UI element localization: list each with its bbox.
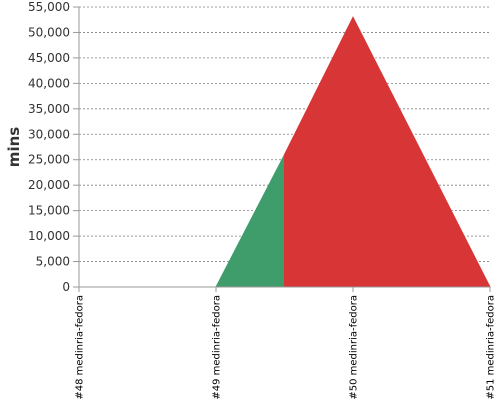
y-tick-label: 55,000 [28,0,70,14]
x-tick-label: #49 medinria-fedora [212,295,223,400]
y-axis-ticks: 0 5,000 10,000 15,000 20,000 25,000 30,000 35,0… [28,0,79,294]
y-tick-label: 45,000 [28,51,70,65]
y-axis-title: mins [5,127,23,167]
y-tick-label: 5,000 [36,255,70,269]
y-tick-label: 30,000 [28,127,70,141]
y-tick-label: 40,000 [28,76,70,90]
y-tick-label: 15,000 [28,204,70,218]
y-tick-label: 0 [62,280,70,294]
x-tick-label: #48 medinria-fedora [75,295,86,400]
axes [78,7,490,288]
x-axis-ticks: #48 medinria-fedora #49 medinria-fedora #5… [75,287,497,400]
y-tick-label: 20,000 [28,178,70,192]
x-tick-label: #51 medinria-fedora [486,295,497,400]
y-tick-label: 10,000 [28,229,70,243]
y-tick-label: 50,000 [28,25,70,39]
x-tick-label: #50 medinria-fedora [349,295,360,400]
y-tick-label: 35,000 [28,102,70,116]
y-tick-label: 25,000 [28,153,70,167]
area-series-1 [79,154,285,288]
